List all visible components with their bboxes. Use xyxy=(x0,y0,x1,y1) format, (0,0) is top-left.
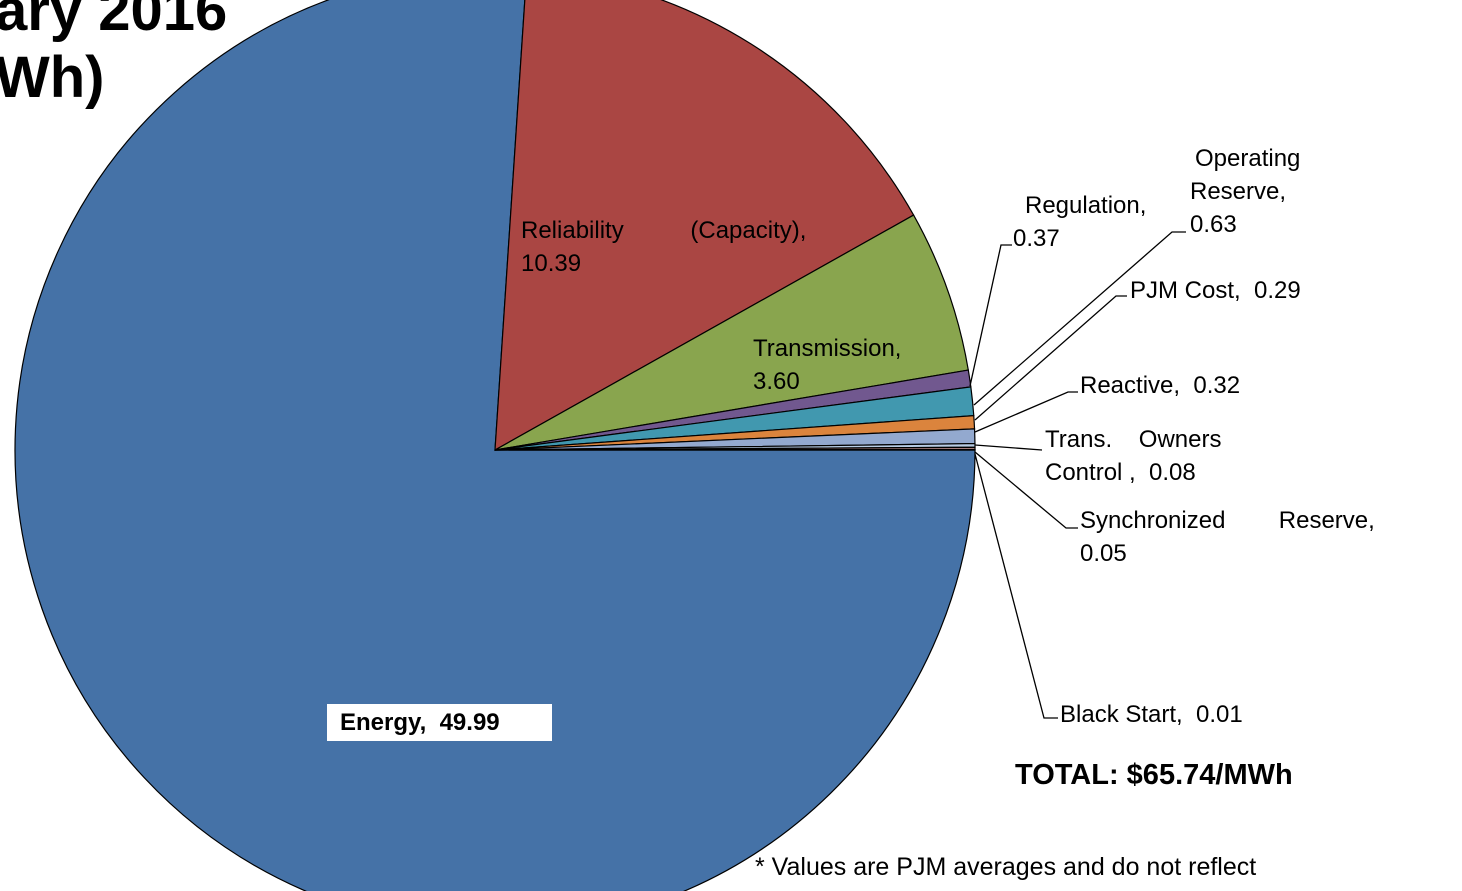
data-label: Energy, 49.99 xyxy=(340,709,500,736)
data-label: Reserve, xyxy=(1190,178,1286,205)
leader-line xyxy=(973,231,1186,406)
leader-line xyxy=(974,451,1078,529)
leader-line xyxy=(974,295,1127,421)
data-label: 0.05 xyxy=(1080,540,1127,567)
data-label: Trans. Owners xyxy=(1045,426,1221,453)
total: TOTAL: $65.74/MWh xyxy=(1015,759,1293,791)
chart-title: ary 2016 xyxy=(0,0,227,43)
footnote: * Values are PJM averages and do not ref… xyxy=(755,853,1256,881)
data-label: Transmission, xyxy=(753,335,901,362)
data-label: 3.60 xyxy=(753,368,800,395)
data-label: Operating xyxy=(1195,145,1300,172)
data-label: 10.39 xyxy=(521,250,581,277)
data-label: Control , 0.08 xyxy=(1045,459,1196,486)
data-label: Regulation, xyxy=(1025,192,1146,219)
leader-line xyxy=(974,453,1058,719)
label-box xyxy=(327,704,552,741)
leader-line xyxy=(969,244,1012,387)
data-labels: Energy, 49.99 Reliability (Capacity), 10.3… xyxy=(340,145,1375,736)
leader-line xyxy=(974,391,1078,433)
leader-lines xyxy=(969,231,1186,719)
pie xyxy=(14,0,976,891)
chart-title: Wh) xyxy=(0,45,105,110)
leader-line xyxy=(974,444,1043,451)
data-label: Synchronized Reserve, xyxy=(1080,507,1375,534)
pie-slice xyxy=(494,0,915,452)
data-label: Reactive, 0.32 xyxy=(1080,372,1240,399)
data-label: PJM Cost, 0.29 xyxy=(1130,277,1301,304)
data-label: 0.63 xyxy=(1190,211,1237,238)
data-label: 0.37 xyxy=(1013,225,1060,252)
data-label: Black Start, 0.01 xyxy=(1060,701,1243,728)
data-label: Reliability (Capacity), xyxy=(521,217,806,244)
pie-slice xyxy=(494,214,969,451)
